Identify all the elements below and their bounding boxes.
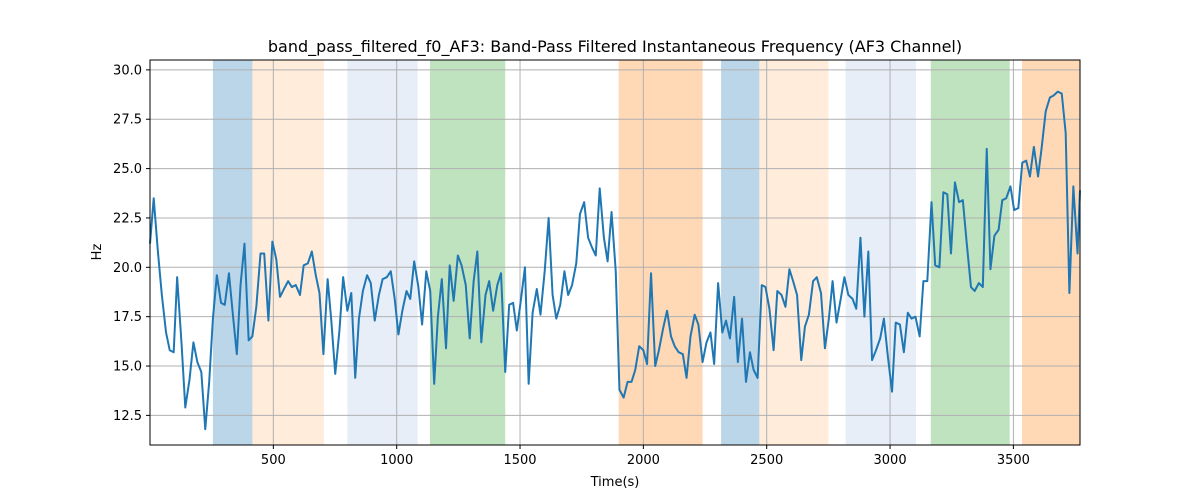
- y-axis-label: Hz: [90, 244, 105, 261]
- x-tick-label-1: 1000: [380, 453, 413, 468]
- grid: [150, 60, 1080, 445]
- x-tick-label-0: 500: [261, 453, 286, 468]
- highlight-band-3: [429, 60, 506, 445]
- y-tick-label-1: 15.0: [113, 360, 142, 375]
- x-axis-ticks: 500 1000 1500 2000 2500 3000 3500: [261, 445, 1030, 468]
- x-tick-label-2: 1500: [503, 453, 536, 468]
- y-tick-label-4: 22.5: [113, 211, 142, 226]
- highlight-band-4: [618, 60, 703, 445]
- x-axis-label: Time(s): [590, 475, 640, 490]
- highlight-band-0: [212, 60, 253, 445]
- highlight-bands: [212, 60, 1080, 445]
- chart-title: band_pass_filtered_f0_AF3: Band-Pass Fil…: [268, 37, 962, 57]
- x-tick-label-5: 3000: [874, 453, 907, 468]
- y-tick-label-3: 20.0: [113, 261, 142, 276]
- highlight-band-2: [347, 60, 418, 445]
- highlight-band-5: [721, 60, 760, 445]
- highlight-band-7: [845, 60, 916, 445]
- series-line: [149, 90, 1081, 431]
- y-tick-label-5: 25.0: [113, 162, 142, 177]
- highlight-band-8: [930, 60, 1010, 445]
- x-tick-label-6: 3500: [997, 453, 1030, 468]
- x-tick-label-4: 2500: [750, 453, 783, 468]
- plot-frame: [149, 59, 1081, 446]
- y-tick-label-6: 27.5: [113, 113, 142, 128]
- y-tick-label-0: 12.5: [113, 409, 142, 424]
- y-tick-label-7: 30.0: [113, 63, 142, 78]
- x-tick-label-3: 2000: [627, 453, 660, 468]
- y-axis-ticks: 12.5 15.0 17.5 20.0 22.5 25.0 27.5 30.0: [113, 63, 150, 424]
- highlight-band-6: [759, 60, 829, 445]
- y-tick-label-2: 17.5: [113, 310, 142, 325]
